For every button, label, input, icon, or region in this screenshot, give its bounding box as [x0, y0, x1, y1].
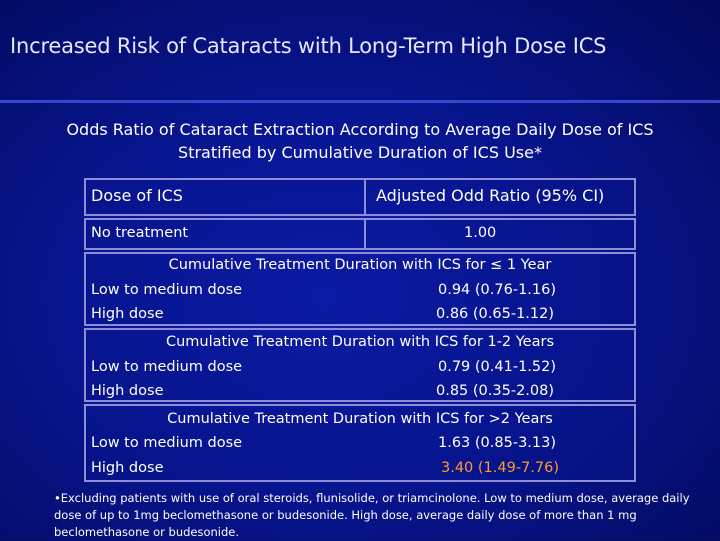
header-cell-dose: [84, 178, 366, 216]
group-heading-gt2-years: Cumulative Treatment Duration with ICS f…: [167, 411, 553, 427]
group-heading-le1-year: Cumulative Treatment Duration with ICS f…: [168, 257, 552, 273]
row-value-1-2-high: 0.85 (0.35-2.08): [436, 383, 555, 399]
header-dose-of-ics: Dose of ICS: [91, 186, 183, 205]
row-label-gt2-high: High dose: [91, 460, 164, 476]
no-treatment-cell-label: [84, 218, 366, 250]
caption-line-1: Odds Ratio of Cataract Extraction Accord…: [66, 120, 654, 139]
title-divider: [0, 100, 720, 103]
row-label-gt2-low-medium: Low to medium dose: [91, 435, 243, 451]
row-value-le1-high: 0.86 (0.65-1.12): [436, 306, 555, 322]
slide-title: Increased Risk of Cataracts with Long-Te…: [10, 34, 607, 58]
row-label-1-2-low-medium: Low to medium dose: [91, 359, 243, 375]
row-label-le1-high: High dose: [91, 306, 164, 322]
row-value-le1-low-medium: 0.94 (0.76-1.16): [438, 282, 557, 298]
group-heading-1-2-years: Cumulative Treatment Duration with ICS f…: [165, 334, 555, 350]
header-adjusted-odd-ratio: Adjusted Odd Ratio (95% CI): [376, 186, 605, 205]
no-treatment-label: No treatment: [91, 225, 189, 241]
row-label-le1-low-medium: Low to medium dose: [91, 282, 243, 298]
group-cell-1-2-years: [84, 328, 636, 402]
group-cell-gt2-years: [84, 404, 636, 482]
table-caption: Odds Ratio of Cataract Extraction Accord…: [0, 118, 720, 164]
row-value-gt2-low-medium: 1.63 (0.85-3.13): [438, 435, 557, 451]
row-value-gt2-high-highlighted: 3.40 (1.49-7.76): [441, 460, 560, 476]
row-label-1-2-high: High dose: [91, 383, 164, 399]
group-cell-le1-year: [84, 252, 636, 326]
caption-line-2: Stratified by Cumulative Duration of ICS…: [178, 143, 542, 162]
footnote: •Excluding patients with use of oral ste…: [54, 491, 690, 539]
no-treatment-value: 1.00: [464, 225, 497, 241]
no-treatment-cell-value: [364, 218, 636, 250]
header-cell-ratio: [364, 178, 636, 216]
row-value-1-2-low-medium: 0.79 (0.41-1.52): [438, 359, 557, 375]
